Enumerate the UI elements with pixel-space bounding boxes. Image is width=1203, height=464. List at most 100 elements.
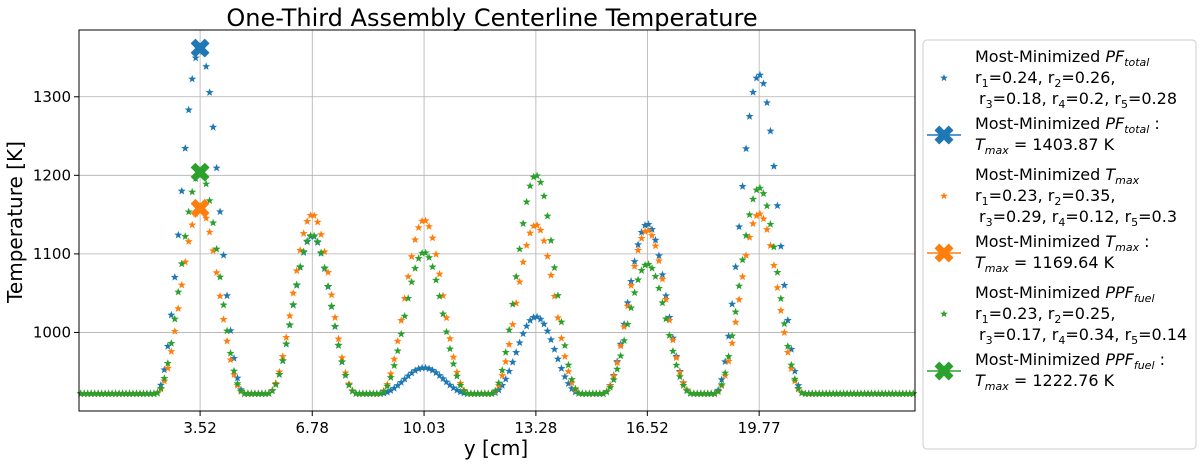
point-fuel <box>762 201 771 210</box>
point-tmax <box>742 251 751 259</box>
point-fuel <box>902 389 911 398</box>
point-tmax <box>428 233 437 242</box>
point-fuel <box>526 181 535 190</box>
point-tmax <box>324 268 333 276</box>
y-tick-label: 1100 <box>33 245 71 263</box>
point-tmax <box>620 322 629 331</box>
point-fuel <box>536 178 545 186</box>
point-fuel <box>738 255 747 264</box>
point-fuel <box>581 389 590 398</box>
point-tmax <box>769 261 778 269</box>
point-tmax <box>519 257 528 266</box>
point-fuel <box>487 389 496 398</box>
point-tmax <box>449 352 458 361</box>
point-fuel <box>425 253 434 261</box>
point-fuel <box>888 389 897 398</box>
point-fuel <box>721 368 730 377</box>
point-fuel <box>728 331 737 340</box>
point-tmax <box>756 209 764 218</box>
point-fuel <box>101 389 110 398</box>
point-tmax <box>303 217 312 225</box>
point-tmax <box>745 233 754 241</box>
point-total <box>637 228 646 236</box>
point-tmax <box>292 266 301 275</box>
point-fuel <box>115 389 124 398</box>
point-total <box>418 363 427 372</box>
point-fuel <box>686 389 695 397</box>
point-total <box>404 371 413 380</box>
point-tmax <box>188 220 197 229</box>
point-tmax <box>285 311 294 320</box>
data-marks <box>76 38 918 398</box>
point-tmax <box>397 316 406 324</box>
point-total <box>233 373 242 382</box>
point-fuel <box>710 389 719 398</box>
point-total <box>651 236 660 244</box>
point-tmax <box>634 246 643 254</box>
point-fuel <box>658 298 667 307</box>
point-fuel <box>731 307 740 316</box>
point-fuel <box>850 389 859 398</box>
point-fuel <box>278 356 287 365</box>
point-total <box>393 381 402 389</box>
point-total <box>501 374 510 383</box>
point-fuel <box>857 389 865 398</box>
point-tmax <box>721 371 730 380</box>
point-tmax <box>202 214 211 222</box>
point-fuel <box>742 231 751 239</box>
point-fuel <box>87 389 96 398</box>
grid <box>79 30 915 411</box>
point-fuel <box>289 300 298 309</box>
point-fuel <box>651 272 660 280</box>
point-fuel <box>435 292 444 300</box>
point-tmax <box>205 227 214 236</box>
point-tmax <box>522 241 531 249</box>
point-fuel <box>223 326 232 335</box>
point-fuel <box>139 389 148 398</box>
legend-entry-fuel-max-value: Tmax = 1222.76 K <box>975 371 1115 393</box>
y-tick-label: 1200 <box>33 166 71 184</box>
point-fuel <box>843 389 852 398</box>
point-total <box>223 291 232 300</box>
point-fuel <box>449 359 458 368</box>
point-fuel <box>400 311 409 320</box>
point-tmax <box>567 378 576 387</box>
point-total <box>644 220 653 228</box>
point-fuel <box>404 294 413 302</box>
point-tmax <box>526 228 535 237</box>
point-fuel <box>776 294 785 303</box>
point-fuel <box>707 389 716 398</box>
point-tmax <box>776 306 785 314</box>
point-fuel <box>76 389 85 398</box>
point-fuel <box>654 284 663 292</box>
point-fuel <box>648 264 656 272</box>
legend-entry-total-max-title: Most-Minimized PFtotal : <box>975 114 1160 136</box>
point-total <box>386 386 395 394</box>
point-fuel <box>665 331 674 339</box>
point-tmax <box>515 277 524 286</box>
point-fuel <box>735 281 744 290</box>
point-fuel <box>473 389 482 398</box>
point-fuel <box>362 389 371 398</box>
point-fuel <box>571 384 580 393</box>
point-fuel <box>634 275 643 284</box>
point-tmax <box>216 291 225 300</box>
legend: Most-Minimized PFtotal r1=0.24, r2=0.26,… <box>922 39 1197 450</box>
point-fuel <box>766 220 775 228</box>
point-total <box>787 345 796 353</box>
point-tmax <box>508 320 517 328</box>
point-fuel <box>609 375 618 384</box>
point-fuel <box>484 389 493 398</box>
point-tmax <box>648 231 656 239</box>
legend-entry-fuel-params-1: r1=0.23, r2=0.25, <box>975 304 1115 326</box>
point-tmax <box>452 368 461 376</box>
point-fuel <box>104 389 113 398</box>
point-tmax <box>177 280 186 289</box>
point-total <box>181 144 190 152</box>
point-fuel <box>108 389 117 398</box>
point-fuel <box>202 179 211 188</box>
plot-frame <box>78 29 916 412</box>
point-total <box>439 374 447 383</box>
point-fuel <box>602 387 611 396</box>
point-fuel <box>620 336 629 345</box>
